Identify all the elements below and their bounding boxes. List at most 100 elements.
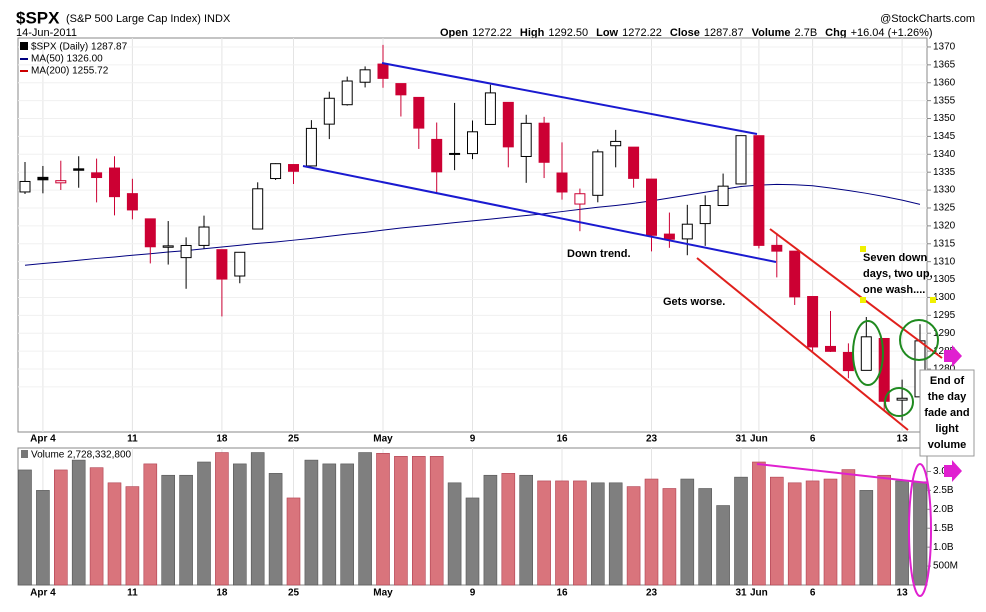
x-tick-label: Jun [750,588,768,599]
candle-body [538,122,550,163]
candle-body [681,223,693,240]
ma-line [24,183,921,266]
y-tick-label: 1330 [933,185,956,196]
volume-bar [411,456,426,586]
volume-bar [53,469,68,586]
candle-body [663,233,675,240]
x-tick-label: 23 [646,588,658,599]
candle-body [91,172,103,179]
volume-bar [447,482,462,586]
date: 14-Jun-2011 [16,27,77,39]
volume-bar [734,476,748,586]
volume-bar [71,459,86,586]
volume-bar [18,469,32,586]
x-tick-label: Apr 4 [30,588,56,599]
x-tick-label: May [373,434,393,445]
candle-body [288,164,299,172]
stat-value: 1272.22 [472,27,512,39]
y-tick-label: 1315 [933,238,956,249]
x-tick-label: 11 [127,434,138,445]
x-tick-label: 25 [288,434,300,445]
x-tick-label: 9 [470,434,476,445]
candle-body [216,249,228,280]
volume-bar [286,497,301,586]
annotation: Down trend. [567,248,631,260]
x-tick-label: Jun [750,434,768,445]
stat-label: Close [670,27,700,39]
y-tick-label: 1295 [933,310,956,321]
candle-body [431,138,443,173]
stat-label: Volume [752,27,791,39]
candle-body [896,397,908,401]
trend-line [696,257,909,431]
highlight-circle [884,387,914,417]
candle-body [323,97,335,125]
candle-body [502,101,514,148]
candle-body [305,127,317,167]
y-tick-label: 1310 [933,256,956,267]
annotation: volume [928,439,967,451]
y-tick-label: 1325 [933,203,956,214]
candle-body [37,176,49,181]
stat-label: Chg [825,27,846,39]
candle-body [73,168,85,171]
candle-body [484,92,496,125]
trend-line [756,463,929,484]
stat-value: 1272.22 [622,27,662,39]
volume-bar [519,474,534,586]
stat-value: 2.7B [795,27,818,39]
volume-bar [555,480,569,586]
volume-bar [501,473,516,586]
x-tick-label: 31 [735,588,747,599]
volume-bar [752,461,766,586]
candle-body [234,251,246,277]
candle-body [252,188,264,230]
annotation: days, two up, [863,268,933,280]
candle-body [413,96,425,129]
x-tick-label: 13 [897,588,909,599]
candle-body [359,69,371,83]
candle-body [395,83,407,96]
volume-bar [590,482,605,586]
y-tick-label: 3.0B [933,466,954,477]
volume-bar [805,480,820,586]
annotation: the day [928,391,967,403]
x-tick-label: 11 [127,588,138,599]
volume-bar [608,482,623,586]
volume-bar [483,474,498,586]
y-tick-label: 1350 [933,113,956,124]
y-tick-label: 500M [933,561,958,572]
y-tick-label: 2.0B [933,504,954,515]
stat-value: 1287.87 [704,27,744,39]
volume-bar [823,478,838,586]
stat-value: +16.04 (+1.26%) [851,27,933,39]
x-tick-label: 6 [810,434,816,445]
y-tick-label: 1345 [933,131,956,142]
candle-body [842,351,854,372]
volume-bar [429,456,444,586]
symbol-name: (S&P 500 Large Cap Index) INDX [66,13,231,25]
highlight-circle [899,319,939,361]
candle-body [556,172,568,193]
candle-body [735,135,747,185]
x-tick-label: 16 [556,588,568,599]
candle-body [144,218,156,248]
volume-bar [394,456,408,586]
volume-bar [340,463,355,586]
highlight-circle [908,463,932,597]
volume-bar [358,452,372,586]
volume-bar [304,459,319,586]
volume-bar [626,486,641,586]
candle-body [126,193,138,211]
annotation: light [935,423,959,435]
volume-panel: Apr 4 11 18 25 May 9 16 23 31 Jun 6 13 500M 1.0B 1.5B 2… [18,447,958,599]
x-tick-label: Apr 4 [30,434,56,445]
y-tick-label: 1370 [933,42,956,53]
x-tick-label: May [373,588,393,599]
volume-bar [644,478,659,586]
volume-bar [698,488,713,586]
x-tick-label: 25 [288,588,300,599]
x-tick-label: 23 [646,434,658,445]
candle-body [341,80,353,106]
trend-line [302,165,777,263]
